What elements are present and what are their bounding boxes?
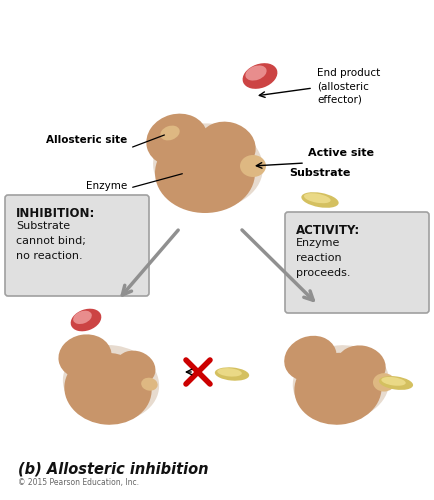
Ellipse shape bbox=[381, 377, 405, 386]
Ellipse shape bbox=[378, 376, 412, 390]
Ellipse shape bbox=[240, 155, 265, 177]
Ellipse shape bbox=[301, 192, 338, 208]
Ellipse shape bbox=[146, 114, 207, 166]
Text: © 2015 Pearson Education, Inc.: © 2015 Pearson Education, Inc. bbox=[18, 478, 139, 487]
Ellipse shape bbox=[115, 350, 155, 384]
Text: Substrate: Substrate bbox=[289, 168, 350, 178]
Text: Enzyme: Enzyme bbox=[85, 181, 127, 191]
Text: INHIBITION:: INHIBITION: bbox=[16, 207, 95, 220]
Ellipse shape bbox=[283, 336, 336, 381]
Text: End product
(allosteric
effector): End product (allosteric effector) bbox=[316, 68, 379, 104]
Ellipse shape bbox=[372, 373, 394, 392]
Text: Enzyme
reaction
proceeds.: Enzyme reaction proceeds. bbox=[295, 238, 350, 278]
FancyBboxPatch shape bbox=[5, 195, 149, 296]
Ellipse shape bbox=[141, 378, 157, 390]
Ellipse shape bbox=[63, 345, 159, 421]
Ellipse shape bbox=[160, 126, 179, 140]
Ellipse shape bbox=[64, 353, 151, 424]
Ellipse shape bbox=[153, 124, 262, 208]
Ellipse shape bbox=[73, 310, 92, 324]
Text: Active site: Active site bbox=[307, 148, 373, 158]
Ellipse shape bbox=[335, 346, 385, 386]
Ellipse shape bbox=[242, 63, 277, 89]
Ellipse shape bbox=[58, 334, 111, 379]
Ellipse shape bbox=[214, 368, 249, 380]
Ellipse shape bbox=[217, 368, 241, 376]
Ellipse shape bbox=[303, 193, 330, 203]
Text: (b) Allosteric inhibition: (b) Allosteric inhibition bbox=[18, 462, 208, 477]
Ellipse shape bbox=[245, 66, 266, 80]
Ellipse shape bbox=[70, 308, 101, 332]
Ellipse shape bbox=[198, 122, 255, 170]
FancyBboxPatch shape bbox=[284, 212, 428, 313]
Text: ACTIVITY:: ACTIVITY: bbox=[295, 224, 359, 237]
Text: Allosteric site: Allosteric site bbox=[46, 135, 127, 145]
Ellipse shape bbox=[292, 345, 388, 421]
Ellipse shape bbox=[294, 353, 381, 424]
Ellipse shape bbox=[155, 133, 254, 213]
Text: Substrate
cannot bind;
no reaction.: Substrate cannot bind; no reaction. bbox=[16, 221, 85, 260]
